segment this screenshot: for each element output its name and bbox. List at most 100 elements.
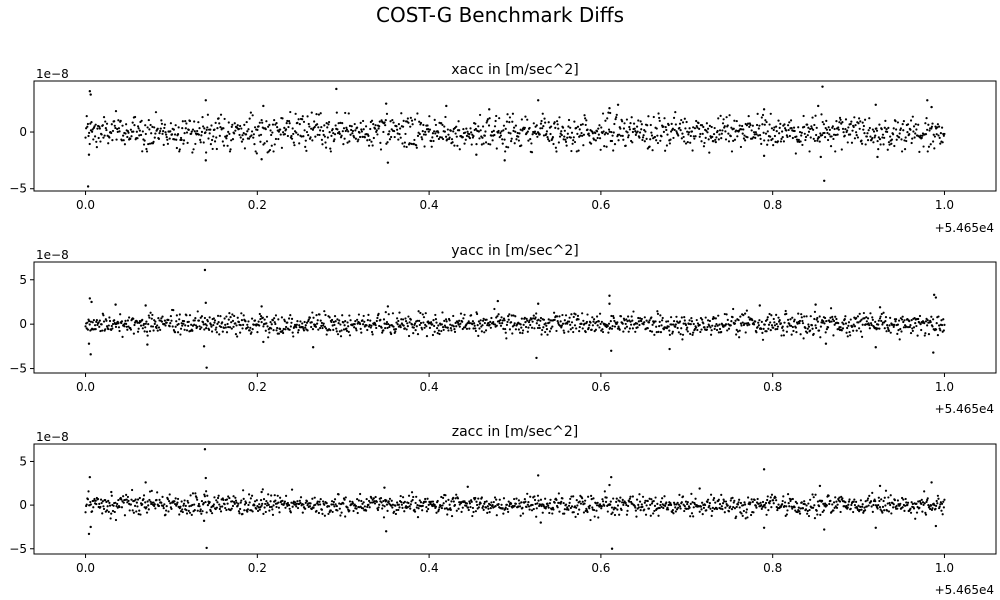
data-point (155, 326, 158, 330)
data-point (630, 315, 633, 318)
data-point (553, 311, 556, 314)
data-point (933, 135, 937, 138)
data-point (849, 122, 852, 126)
data-point (711, 324, 714, 327)
data-point (658, 325, 661, 328)
data-point (141, 150, 144, 153)
data-point (539, 319, 542, 322)
data-point (430, 321, 433, 324)
data-point (623, 122, 626, 125)
data-point (336, 509, 339, 512)
data-point (563, 512, 566, 515)
data-point (363, 320, 366, 323)
data-point (791, 316, 794, 319)
data-point (353, 323, 356, 326)
data-point (912, 130, 915, 133)
data-point (214, 121, 217, 124)
data-point (776, 327, 779, 331)
data-point (737, 318, 740, 322)
data-point (547, 504, 550, 507)
data-point (136, 505, 139, 508)
data-point (866, 499, 869, 502)
data-point (267, 503, 270, 506)
data-point (232, 325, 235, 328)
data-point (745, 309, 748, 312)
data-point (616, 321, 619, 324)
data-point (414, 329, 417, 332)
data-point (369, 501, 372, 504)
data-point (274, 123, 277, 126)
data-point (938, 505, 941, 508)
x-tick-label: 0.8 (763, 198, 782, 212)
data-point (703, 326, 706, 329)
data-point (384, 124, 387, 127)
data-point (247, 137, 251, 140)
data-point (421, 313, 424, 316)
data-point (202, 501, 205, 505)
data-point (576, 314, 580, 317)
data-point (256, 330, 259, 334)
data-point (311, 139, 314, 142)
data-point (780, 334, 783, 337)
data-point (375, 500, 378, 503)
data-point (929, 320, 932, 324)
data-point (730, 126, 733, 129)
data-point (510, 321, 513, 324)
data-point (698, 127, 701, 130)
data-point (131, 509, 134, 512)
data-point (243, 503, 247, 506)
data-point (786, 325, 789, 328)
data-point-outlier (876, 155, 879, 159)
data-point (832, 334, 835, 337)
data-point (272, 504, 275, 507)
data-point (785, 513, 788, 516)
data-point (96, 497, 100, 501)
data-point (393, 135, 396, 139)
data-point (929, 507, 932, 511)
data-point (375, 319, 378, 323)
data-point (507, 500, 510, 503)
data-point (809, 127, 812, 131)
data-point (932, 140, 935, 143)
data-point (373, 500, 376, 503)
data-point (594, 139, 597, 142)
data-point (422, 123, 425, 127)
data-point (472, 134, 475, 138)
data-point (865, 505, 868, 508)
data-point (797, 506, 800, 509)
data-point (836, 503, 839, 506)
data-point (277, 318, 280, 321)
data-point (624, 501, 627, 505)
data-point (333, 133, 337, 136)
data-point (540, 504, 543, 508)
data-point (194, 142, 197, 146)
data-point (835, 506, 839, 509)
data-point (918, 314, 922, 318)
data-point (157, 326, 161, 329)
data-point (122, 501, 125, 504)
data-point (176, 501, 179, 504)
data-point (586, 128, 589, 131)
data-point (895, 318, 898, 321)
data-point (710, 125, 713, 129)
data-point (910, 319, 913, 322)
data-point (921, 134, 924, 137)
data-point (934, 507, 937, 510)
data-point (902, 326, 905, 329)
data-point (152, 329, 155, 332)
data-point (764, 119, 767, 122)
data-point (188, 505, 191, 508)
data-point (348, 124, 352, 127)
data-point (126, 135, 129, 139)
data-point (699, 317, 703, 320)
data-point (437, 137, 440, 141)
data-point (886, 326, 889, 329)
data-point (166, 138, 169, 141)
data-point (715, 328, 719, 332)
data-point (723, 125, 726, 128)
data-point (640, 123, 643, 126)
data-point (650, 134, 654, 137)
data-point (884, 319, 887, 323)
data-point (674, 510, 677, 513)
data-point (562, 329, 565, 332)
